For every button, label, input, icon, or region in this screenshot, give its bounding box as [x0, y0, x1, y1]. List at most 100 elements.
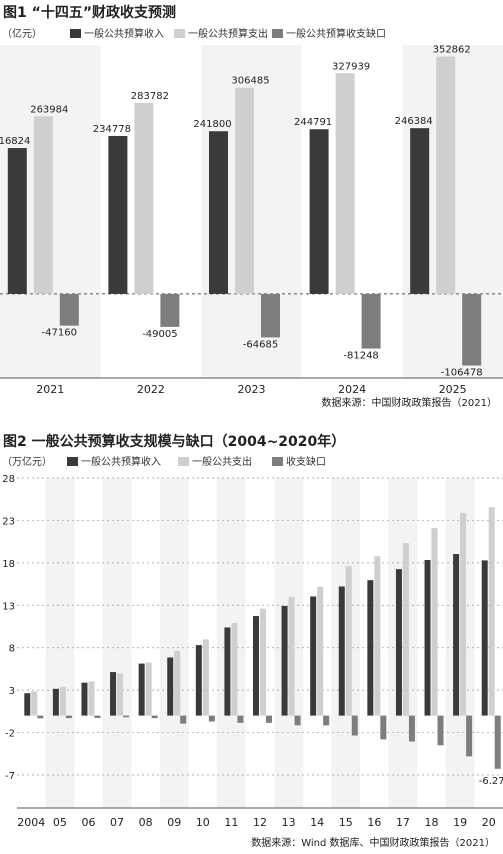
chart2-bar-deficit — [437, 715, 444, 746]
legend2-expenditure-swatch — [178, 457, 189, 466]
chart2-bar-income — [195, 645, 202, 716]
chart1-value-label: 352862 — [433, 45, 471, 56]
chart1-value-label: 216824 — [0, 136, 30, 147]
chart2-bar-expenditure — [374, 556, 381, 716]
chart1-x-tick: 2025 — [439, 383, 467, 396]
chart2-y-tick: 13 — [2, 601, 15, 612]
chart1-value-label: 327939 — [332, 61, 370, 72]
chart2-x-tick: 06 — [81, 816, 95, 829]
chart2-bar-expenditure — [260, 608, 266, 716]
chart2-y-tick: -7 — [5, 771, 15, 782]
chart2-unit: （万亿元） — [2, 455, 52, 468]
chart1-value-label: -106478 — [441, 368, 483, 379]
chart1-x-tick: 2023 — [238, 383, 266, 396]
chart2-y-tick: 8 — [9, 644, 15, 655]
chart1-value-label: 234778 — [93, 124, 131, 135]
chart2-band — [102, 478, 132, 808]
chart2-bar-deficit — [151, 715, 158, 719]
chart2-x-tick: 15 — [339, 816, 353, 829]
chart2-bar-expenditure — [145, 662, 152, 716]
chart1-x-tick: 2024 — [338, 383, 366, 396]
chart1-title: 图1 “十四五”财政收支预测 — [3, 4, 176, 21]
chart2-bar-income — [24, 693, 31, 716]
legend1-expenditure-label: 一般公共预算支出 — [188, 27, 268, 40]
chart2-bar-expenditure — [288, 596, 295, 716]
chart1-bar-deficit — [462, 293, 482, 366]
chart2-x-tick: 09 — [167, 816, 181, 829]
chart1-value-label: 244791 — [294, 117, 332, 128]
legend2-deficit-swatch — [272, 457, 283, 466]
chart2-plot: 28 23 18 13 8 3 -2 -7 2004 05 06 07 08 09 10 11 12 13 14 15… — [2, 474, 503, 829]
chart2-x-tick: 13 — [282, 816, 296, 829]
chart1-x-tick: 2021 — [36, 383, 64, 396]
chart2-band — [159, 478, 189, 808]
chart1-bar-income — [209, 131, 228, 294]
chart2-bar-income — [52, 688, 59, 716]
chart2-x-tick: 12 — [253, 816, 267, 829]
chart2-bar-expenditure — [202, 639, 209, 716]
chart2-bar-income — [310, 596, 317, 716]
chart2-title: 图2 一般公共预算收支规模与缺口（2004~2020年） — [3, 433, 345, 450]
chart1-bar-income — [410, 128, 430, 294]
chart2-bar-income — [167, 657, 174, 716]
chart1-value-label: 306485 — [231, 76, 269, 87]
legend1-deficit-label: 一般公共预算收支缺口 — [286, 27, 386, 40]
chart1-source: 数据来源：中国财政政策报告（2021） — [322, 396, 497, 409]
chart1-value-label: 246384 — [395, 116, 433, 127]
chart2-bar-income — [481, 560, 488, 716]
chart2-y-tick: 23 — [2, 516, 15, 527]
chart2-bar-expenditure — [174, 650, 181, 716]
chart2-x-tick: 16 — [367, 816, 381, 829]
chart2-bar-deficit — [65, 715, 72, 719]
chart2-x-tick: 10 — [196, 816, 210, 829]
chart2-bar-deficit — [123, 715, 130, 718]
chart1-value-label: 283782 — [131, 91, 169, 102]
chart2-band — [45, 478, 75, 808]
chart1-value-label: -81248 — [343, 351, 378, 362]
chart2-bar-deficit — [494, 715, 501, 769]
chart2-bar-expenditure — [317, 586, 324, 716]
chart2-bar-expenditure — [88, 681, 95, 716]
chart1-x-tick: 2022 — [137, 383, 165, 396]
chart2-bar-income — [138, 663, 145, 716]
chart1-bar-income — [7, 148, 27, 294]
chart2-bar-deficit — [266, 715, 272, 723]
legend2-income-swatch — [67, 457, 78, 466]
chart1-value-label: 241800 — [193, 119, 231, 130]
chart1-bar-income — [309, 129, 329, 294]
chart2-x-tick: 07 — [110, 816, 124, 829]
chart2-bar-income — [110, 672, 117, 716]
chart2-bar-deficit — [294, 715, 301, 726]
chart2-x-tick: 18 — [425, 816, 439, 829]
chart2-x-tick: 11 — [224, 816, 238, 829]
chart1-bar-deficit — [59, 293, 79, 326]
legend2-deficit-label: 收支缺口 — [286, 455, 326, 468]
chart2-bar-expenditure — [345, 566, 352, 716]
chart2-bar-expenditure — [59, 686, 66, 716]
chart2-x-tick: 2004 — [17, 816, 45, 829]
chart1-bar-deficit — [160, 293, 180, 327]
chart1-bar-expenditure — [235, 87, 254, 294]
chart2-bar-deficit — [94, 715, 101, 718]
chart1-value-label: -47160 — [42, 328, 77, 339]
chart2-bar-deficit — [380, 715, 387, 740]
chart2-source: 数据来源：Wind 数据库、中国财政政策报告（2021） — [251, 836, 495, 849]
chart2-bar-deficit — [208, 715, 215, 722]
legend1-deficit-swatch — [272, 29, 283, 38]
chart2-y-tick: 18 — [2, 559, 15, 570]
chart1-bar-deficit — [361, 293, 381, 349]
chart2-bar-expenditure — [431, 528, 438, 716]
chart2-x-tick: 08 — [139, 816, 153, 829]
chart2-bar-deficit — [37, 715, 44, 719]
chart2-bar-income — [253, 616, 259, 716]
chart1-value-label: -49005 — [142, 329, 177, 340]
chart2-bar-deficit — [466, 715, 473, 757]
chart2-x-tick: 05 — [53, 816, 67, 829]
chart2-bar-expenditure — [117, 673, 124, 716]
chart2-bar-expenditure — [231, 622, 238, 716]
chart1-value-label: -64685 — [243, 339, 278, 350]
chart2-bar-expenditure — [402, 543, 409, 716]
legend1-income-swatch — [70, 29, 81, 38]
chart1-unit: （亿元） — [2, 27, 42, 40]
